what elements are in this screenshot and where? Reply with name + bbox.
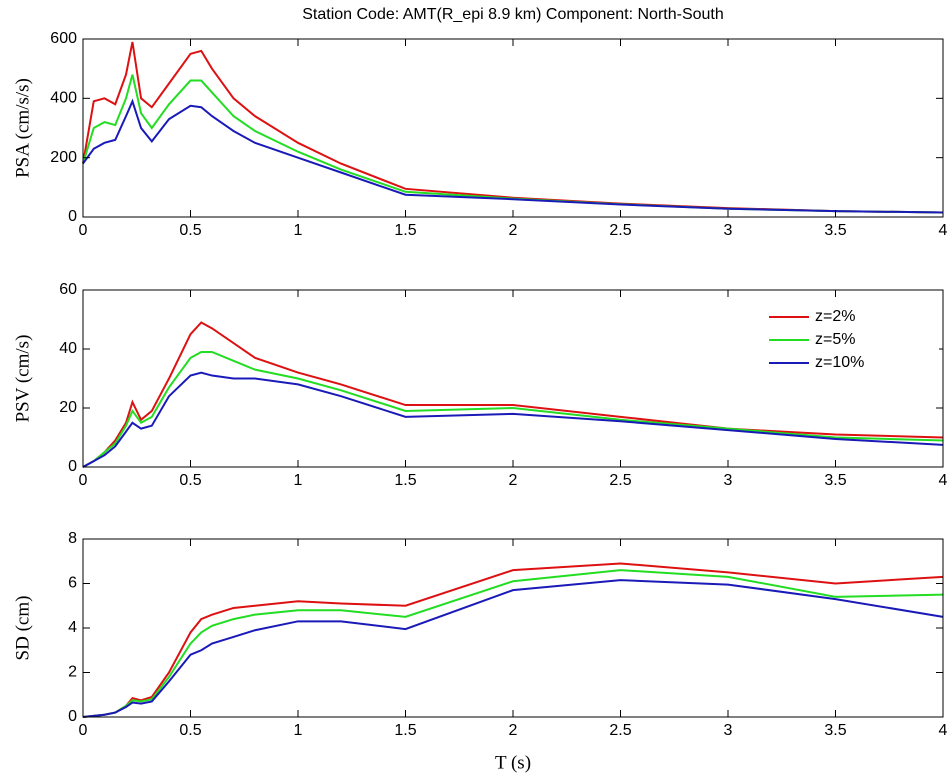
legend-label: z=2% — [815, 308, 855, 325]
x-tick-label: 4 — [939, 472, 948, 489]
x-axis-label: T (s) — [495, 752, 531, 773]
x-tick-label: 2.5 — [609, 222, 631, 239]
x-tick-label: 3.5 — [824, 222, 846, 239]
x-tick-label: 1 — [294, 722, 303, 739]
x-tick-label: 2 — [509, 222, 518, 239]
x-tick-label: 0.5 — [179, 722, 201, 739]
x-tick-label: 3 — [724, 722, 733, 739]
y-tick-label: 400 — [50, 90, 77, 107]
y-axis-label: PSA (cm/s/s) — [12, 78, 33, 178]
y-tick-label: 8 — [68, 530, 77, 547]
x-tick-label: 0 — [79, 222, 88, 239]
x-tick-label: 1 — [294, 222, 303, 239]
y-tick-label: 4 — [68, 619, 77, 636]
x-tick-label: 0 — [79, 472, 88, 489]
y-tick-label: 0 — [68, 458, 77, 475]
x-tick-label: 3 — [724, 472, 733, 489]
x-tick-label: 2.5 — [609, 472, 631, 489]
legend-box — [759, 300, 939, 384]
y-tick-label: 0 — [68, 708, 77, 725]
x-tick-label: 4 — [939, 222, 948, 239]
x-tick-label: 3.5 — [824, 472, 846, 489]
y-tick-label: 0 — [68, 208, 77, 225]
y-axis-label: PSV (cm/s) — [12, 335, 33, 423]
y-tick-label: 60 — [59, 281, 77, 298]
series-line — [82, 371, 944, 468]
y-tick-label: 200 — [50, 149, 77, 166]
x-tick-label: 1.5 — [394, 722, 416, 739]
x-tick-label: 2 — [509, 472, 518, 489]
y-tick-label: 2 — [68, 664, 77, 681]
series-line — [82, 350, 944, 468]
plot-area — [83, 539, 943, 717]
x-tick-label: 2.5 — [609, 722, 631, 739]
series-line — [82, 579, 944, 718]
x-tick-label: 1.5 — [394, 222, 416, 239]
x-tick-label: 2 — [509, 722, 518, 739]
plot-area — [83, 39, 943, 217]
x-tick-label: 1 — [294, 472, 303, 489]
y-tick-label: 600 — [50, 30, 77, 47]
y-axis-label: SD (cm) — [12, 596, 33, 661]
chart-title: Station Code: AMT(R_epi 8.9 km) Componen… — [302, 6, 724, 23]
x-tick-label: 4 — [939, 722, 948, 739]
x-tick-label: 0.5 — [179, 472, 201, 489]
y-tick-label: 6 — [68, 575, 77, 592]
series-line — [82, 321, 944, 468]
legend-label: z=10% — [815, 354, 864, 371]
series-line — [82, 98, 944, 214]
x-tick-label: 1.5 — [394, 472, 416, 489]
y-tick-label: 20 — [59, 399, 77, 416]
x-tick-label: 0 — [79, 722, 88, 739]
x-tick-label: 0.5 — [179, 222, 201, 239]
y-tick-label: 40 — [59, 340, 77, 357]
x-tick-label: 3.5 — [824, 722, 846, 739]
x-tick-label: 3 — [724, 222, 733, 239]
legend-label: z=5% — [815, 331, 855, 348]
